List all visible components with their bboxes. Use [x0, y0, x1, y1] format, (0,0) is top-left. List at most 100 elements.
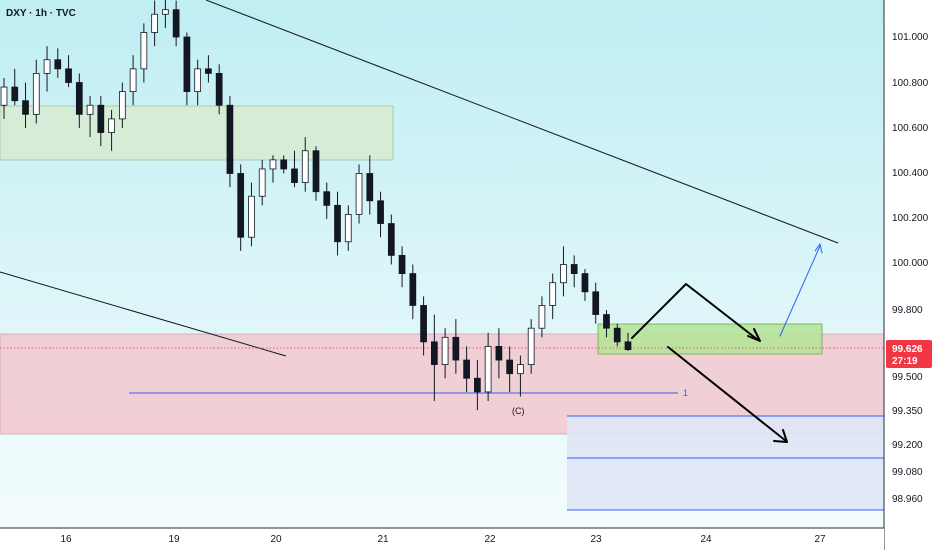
candle[interactable] [75, 73, 83, 128]
candles-layer[interactable] [0, 0, 632, 411]
candle[interactable] [54, 48, 62, 78]
candle[interactable] [377, 191, 384, 238]
supply-zone[interactable] [0, 105, 394, 161]
candle[interactable] [538, 296, 546, 338]
candle[interactable] [366, 155, 374, 215]
candle[interactable] [22, 82, 29, 129]
candle[interactable] [570, 255, 578, 288]
y-tick-label: 100.800 [892, 78, 929, 89]
candle[interactable] [194, 59, 202, 106]
lower-trendline[interactable] [0, 271, 287, 357]
candle[interactable] [43, 46, 51, 92]
candle-body [527, 327, 535, 366]
last-price-value: 99.626 [892, 344, 923, 355]
candle[interactable] [398, 246, 406, 288]
candle[interactable] [549, 273, 557, 320]
candle-body [162, 9, 169, 15]
candle[interactable] [387, 214, 395, 265]
candle[interactable] [312, 146, 320, 201]
candle[interactable] [32, 59, 40, 124]
candle-body [183, 36, 191, 92]
candle[interactable] [409, 264, 417, 320]
projection-arrows [631, 243, 823, 443]
candle[interactable] [258, 159, 266, 206]
down-arrow[interactable] [667, 346, 787, 442]
x-tick-label: 21 [377, 534, 389, 545]
down-arrowhead[interactable] [773, 429, 788, 443]
candle[interactable] [474, 360, 481, 411]
candle[interactable] [463, 346, 470, 392]
candle[interactable] [151, 0, 158, 47]
candle[interactable] [323, 182, 331, 219]
candle[interactable] [11, 68, 19, 106]
candle[interactable] [0, 77, 8, 119]
candle-body [355, 173, 363, 215]
green-entry-zone[interactable] [597, 323, 823, 355]
candle-body [495, 345, 503, 361]
target-zone[interactable] [567, 416, 884, 510]
last-price-tag[interactable] [886, 340, 932, 368]
candle[interactable] [441, 328, 449, 379]
zigzag-arrowhead[interactable] [747, 328, 761, 342]
candle[interactable] [506, 346, 514, 392]
candle[interactable] [86, 96, 94, 138]
candle[interactable] [140, 23, 148, 83]
candle[interactable] [108, 109, 115, 151]
y-axis-ticks[interactable]: 101.000 100.800 100.600 100.400 100.200 100.0… [892, 32, 929, 505]
candle[interactable] [129, 55, 137, 106]
candle-body [484, 345, 492, 393]
x-tick-label: 24 [700, 534, 712, 545]
zigzag-path[interactable] [631, 283, 759, 341]
candle[interactable] [613, 323, 621, 347]
wave-label: (C) [512, 406, 525, 416]
candle[interactable] [183, 32, 191, 106]
candle[interactable] [603, 310, 610, 338]
candle[interactable] [205, 55, 212, 83]
candle[interactable] [248, 182, 255, 247]
up-arrowhead[interactable] [814, 243, 823, 254]
candle[interactable] [592, 282, 600, 324]
candle[interactable] [291, 150, 298, 188]
candle[interactable] [334, 191, 341, 256]
candle[interactable] [581, 269, 589, 301]
candle[interactable] [430, 314, 438, 401]
y-tick-label: 99.080 [892, 467, 923, 478]
candle[interactable] [301, 137, 309, 192]
y-tick-label: 100.400 [892, 168, 929, 179]
candle[interactable] [344, 205, 352, 251]
upper-trendline[interactable] [205, 0, 839, 244]
candle[interactable] [420, 296, 427, 356]
candle[interactable] [162, 0, 169, 28]
candle-body [205, 68, 212, 74]
x-axis-ticks[interactable]: 16 19 20 21 22 23 24 27 [60, 534, 826, 545]
candle[interactable] [517, 355, 524, 397]
candle[interactable] [280, 155, 288, 174]
candle-body [334, 204, 341, 243]
candle[interactable] [269, 155, 277, 183]
candle-body [549, 282, 557, 306]
candle[interactable] [97, 96, 105, 147]
candle[interactable] [624, 332, 632, 351]
up-arrow[interactable] [779, 245, 821, 337]
candle[interactable] [118, 82, 126, 129]
candle-body [377, 200, 384, 224]
candle-body [65, 68, 72, 83]
candle[interactable] [65, 55, 72, 88]
y-tick-label: 99.200 [892, 440, 923, 451]
candle-body [140, 32, 148, 70]
candle[interactable] [237, 164, 245, 251]
candle[interactable] [495, 328, 503, 379]
zones-layer [0, 105, 885, 510]
candle-body [301, 150, 309, 184]
candle-body [570, 264, 578, 275]
candle[interactable] [560, 246, 567, 297]
candle[interactable] [215, 64, 223, 115]
candle-body [0, 86, 8, 106]
candle[interactable] [226, 96, 234, 188]
candle[interactable] [355, 164, 363, 224]
candle[interactable] [452, 319, 460, 374]
candle[interactable] [527, 319, 535, 374]
candle[interactable] [484, 332, 492, 401]
candle[interactable] [172, 0, 180, 47]
